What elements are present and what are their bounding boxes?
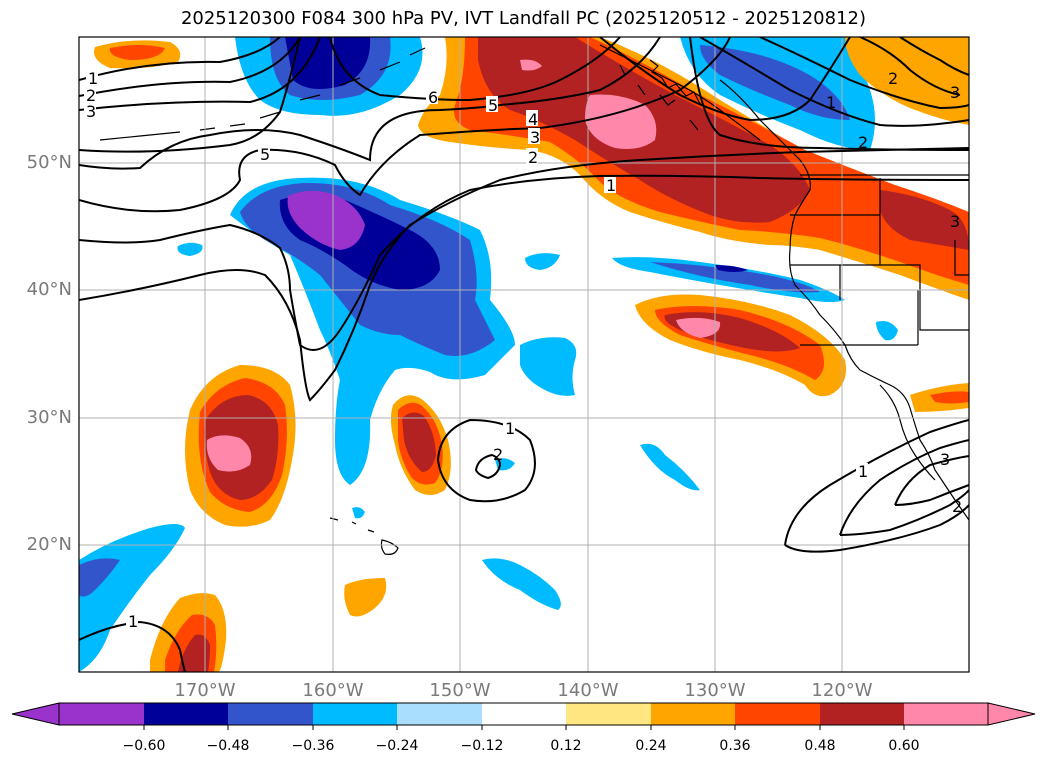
contour-label: 3 [950,83,960,102]
contour-label: 1 [826,93,836,112]
lon-label-120w: 120°W [811,680,873,701]
colorbar-tick-label: 0.60 [888,738,920,754]
colorbar-tick-label: 0.36 [719,738,751,754]
contour-label: 5 [260,145,270,164]
contour-label: 1 [858,462,868,481]
lon-label-150w: 150°W [429,680,491,701]
contour-label: 3 [950,212,960,231]
colorbar-bin [482,703,566,725]
pv-contours [79,37,969,672]
colorbar-bin [735,703,820,725]
gridlines [79,37,969,672]
colorbar-extend-high [987,702,1036,726]
contour-label: 1 [606,176,616,195]
contour-labels: 1 2 3 6 5 4 3 2 1 5 1 2 3 2 1 2 1 3 2 1 … [84,69,962,631]
colorbar-bin [397,703,482,725]
map-title: 2025120300 F084 300 hPa PV, IVT Landfall… [180,8,867,29]
colorbar-tick-label: 0.24 [635,738,667,754]
contour-label: 2 [528,148,538,167]
contour-label: 2 [888,69,898,88]
colorbar-tick-label: 0.12 [550,738,582,754]
plot-frame [78,36,970,673]
lat-label-50n: 50°N [26,152,72,173]
colorbar-bin [228,703,313,725]
state-borders [790,178,969,346]
coastline-north-america [719,79,969,521]
colorbar-bin [820,703,904,725]
contour-label: 1 [128,612,138,631]
lat-label-20n: 20°N [26,534,72,555]
contour-label: 6 [428,88,438,107]
colorbar-bin [904,703,988,725]
colorbar-outline [58,702,989,726]
contour-label: 1 [88,69,98,88]
lat-label-30n: 30°N [26,407,72,428]
contour-label: 2 [86,86,96,105]
contour-label: 3 [940,450,950,469]
colorbar-bin [313,703,397,725]
contour-label: 4 [528,110,538,129]
contour-label: 1 [505,419,515,438]
lon-label-140w: 140°W [557,680,619,701]
colorbar-tick-label: −0.48 [206,738,250,754]
contour-label: 2 [952,497,962,516]
colorbar-bin [59,703,144,725]
colorbar-tick-label: 0.48 [804,738,836,754]
colorbar-tick-label: −0.60 [122,738,166,754]
colorbar-bin [566,703,651,725]
contour-label: 3 [530,128,540,147]
coastlines [99,44,969,555]
colorbar [11,702,1036,730]
contour-label: 5 [488,96,498,115]
lon-label-160w: 160°W [302,680,364,701]
colorbar-tick-label: −0.12 [460,738,504,754]
colorbar-tick-label: −0.24 [375,738,419,754]
colorbar-bin [144,703,228,725]
contour-label: 3 [86,102,96,121]
colorbar-bin [651,703,735,725]
contour-label: 2 [858,133,868,152]
lat-label-40n: 40°N [26,279,72,300]
lon-label-130w: 130°W [684,680,746,701]
colorbar-tick-label: −0.36 [291,738,335,754]
colorbar-extend-low [11,702,60,726]
contour-label: 2 [493,445,503,464]
lon-label-170w: 170°W [174,680,236,701]
